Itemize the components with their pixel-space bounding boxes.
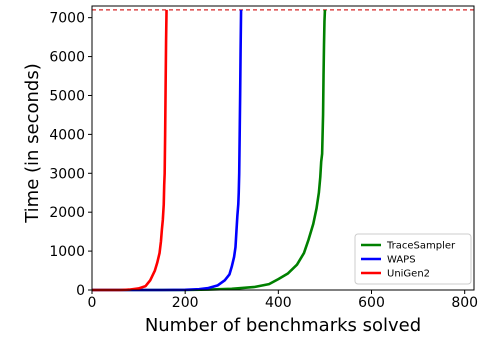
x-tick-label: 0 bbox=[88, 295, 97, 311]
plot-area bbox=[92, 9, 474, 292]
y-tick-label: 0 bbox=[76, 283, 85, 299]
legend-box bbox=[354, 233, 472, 285]
y-tick-label: 4000 bbox=[49, 127, 85, 143]
x-tick-label: 800 bbox=[451, 295, 478, 311]
y-tick-label: 1000 bbox=[49, 244, 85, 260]
x-tick-label: 400 bbox=[265, 295, 292, 311]
axes-frame bbox=[91, 5, 475, 291]
y-tick-label: 2000 bbox=[49, 205, 85, 221]
legend: TraceSampler WAPS UniGen2 bbox=[354, 233, 472, 285]
y-tick-label: 3000 bbox=[49, 166, 85, 182]
series-line-waps bbox=[92, 9, 243, 292]
x-axis-label: Number of benchmarks solved bbox=[145, 315, 421, 336]
series-line-unigen2 bbox=[92, 9, 168, 292]
series-line-tracesampler bbox=[92, 9, 327, 292]
y-tick-label: 7000 bbox=[49, 11, 85, 27]
legend-label-waps: WAPS bbox=[387, 255, 416, 266]
x-tick-label: 600 bbox=[358, 295, 385, 311]
axes: 0 200 400 600 800 0 1000 2000 3000 4000 5000 6000 70… bbox=[49, 5, 478, 311]
legend-label-unigen2: UniGen2 bbox=[387, 269, 430, 280]
legend-label-tracesampler: TraceSampler bbox=[386, 241, 456, 252]
y-tick-label: 5000 bbox=[49, 88, 85, 104]
y-axis-label: Time (in seconds) bbox=[22, 63, 43, 224]
y-tick-label: 6000 bbox=[49, 50, 85, 66]
x-tick-label: 200 bbox=[172, 295, 199, 311]
